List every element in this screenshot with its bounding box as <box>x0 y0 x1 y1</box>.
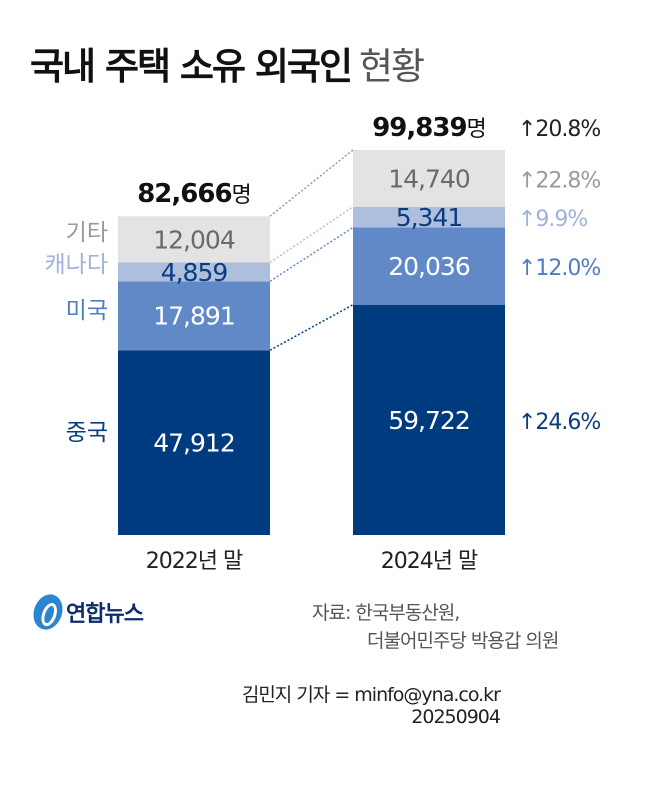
value-label: 17,891 <box>153 302 234 331</box>
bar-segment <box>353 150 505 207</box>
bar-segment <box>353 227 505 305</box>
value-label: 47,912 <box>153 429 234 458</box>
source-line1: 자료: 한국부동산원, <box>312 602 460 624</box>
value-label: 5,341 <box>396 203 463 232</box>
series-label: 중국 <box>66 420 108 446</box>
title-main: 국내 주택 소유 외국인 <box>30 45 353 88</box>
connector-line <box>269 206 354 264</box>
value-label: 20,036 <box>388 252 470 281</box>
change-label: ↑12.0% <box>518 256 600 281</box>
series-label: 기타 <box>66 220 108 246</box>
change-label: ↑24.6% <box>518 410 600 435</box>
source-line2: 더불어민주당 박용갑 의원 <box>367 630 559 652</box>
connector-line <box>269 149 354 217</box>
series-label: 미국 <box>66 298 108 324</box>
connector-line <box>269 226 354 282</box>
bar-segment <box>118 262 270 282</box>
bar-segment <box>118 216 270 263</box>
value-label: 4,859 <box>161 258 228 287</box>
value-label: 59,722 <box>388 406 469 435</box>
change-label: ↑9.9% <box>518 207 587 232</box>
bar-segment <box>353 304 505 535</box>
value-label: 14,740 <box>388 164 470 193</box>
bar-segment <box>353 206 505 228</box>
bar-segment <box>118 281 270 351</box>
logo-text: 연합뉴스 <box>66 602 144 627</box>
credit-line1: 김민지 기자 = minfo@yna.co.kr <box>241 684 501 706</box>
change-label: ↑22.8% <box>518 168 600 193</box>
category-label: 2022년 말 <box>146 549 243 574</box>
chart-title: 국내 주택 소유 외국인 현황 <box>30 36 425 90</box>
title-sub: 현황 <box>359 45 425 88</box>
bar-segment <box>118 350 270 535</box>
series-label: 캐나다 <box>45 252 108 278</box>
category-label: 2024년 말 <box>381 549 478 574</box>
logo-mark-icon <box>28 590 68 634</box>
credit-line2: 20250904 <box>411 706 501 728</box>
connector-line <box>269 304 354 351</box>
total-change-label: ↑20.8% <box>518 117 600 142</box>
value-label: 12,004 <box>153 225 235 254</box>
total-label: 82,666명 <box>137 179 251 209</box>
yonhap-logo: 연합뉴스 <box>28 590 144 634</box>
total-label: 99,839명 <box>372 113 486 143</box>
